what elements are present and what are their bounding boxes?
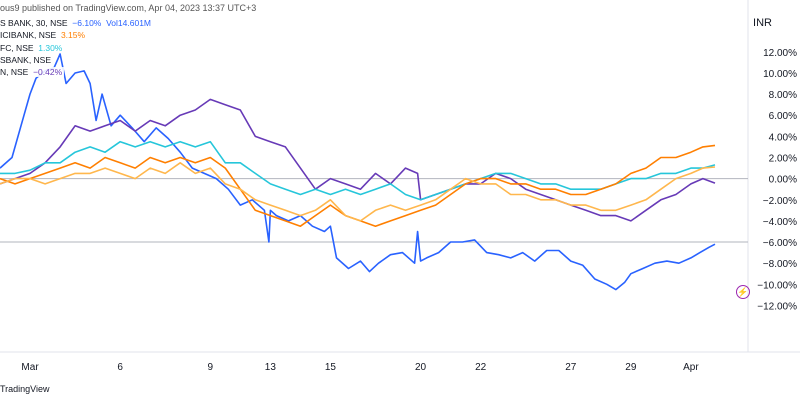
legend-item[interactable]: S BANK, 30, NSE −6.10% Vol14.601M — [0, 17, 154, 29]
x-tick-label: Apr — [683, 362, 699, 373]
series-line[interactable] — [0, 144, 716, 227]
y-tick-label: 0.00% — [769, 175, 797, 186]
y-tick-label: −6.00% — [763, 238, 797, 249]
y-tick-label: −2.00% — [763, 196, 797, 207]
y-tick-label: −10.00% — [757, 280, 797, 291]
x-tick-label: 29 — [625, 362, 637, 373]
y-tick-label: 8.00% — [769, 90, 797, 101]
legend-change: 3.15% — [60, 30, 86, 41]
publish-info: ous9 published on TradingView.com, Apr 0… — [0, 3, 257, 13]
series-line[interactable] — [0, 53, 716, 291]
currency-label: INR — [753, 17, 772, 29]
legend-symbol: N, NSE — [0, 67, 29, 78]
y-tick-label: −12.00% — [757, 301, 797, 312]
lightning-icon[interactable]: ⚡ — [736, 285, 750, 299]
series-line[interactable] — [0, 140, 716, 201]
legend-symbol: ICIBANK, NSE — [0, 30, 57, 41]
x-tick-label: 27 — [565, 362, 577, 373]
series-line[interactable] — [0, 98, 716, 222]
x-tick-label: 6 — [117, 362, 123, 373]
tradingview-logo: TradingView — [0, 384, 50, 394]
legend-symbol: S BANK, 30, NSE — [0, 18, 68, 28]
legend: S BANK, 30, NSE −6.10% Vol14.601M ICIBAN… — [0, 17, 154, 78]
series-line[interactable] — [0, 162, 716, 222]
x-tick-label: 13 — [265, 362, 277, 373]
legend-item[interactable]: ICIBANK, NSE 3.15% — [0, 29, 153, 41]
legend-symbol: FC, NSE — [0, 42, 34, 53]
legend-change: 1.30% — [38, 42, 63, 53]
y-tick-label: 6.00% — [769, 111, 797, 122]
y-tick-label: 4.00% — [769, 132, 797, 143]
x-tick-label: Mar — [21, 362, 39, 373]
x-tick-label: 15 — [325, 362, 337, 373]
legend-item[interactable]: FC, NSE 1.30% — [0, 42, 153, 54]
y-tick-label: −4.00% — [763, 217, 797, 228]
legend-symbol: SBANK, NSE — [0, 54, 52, 65]
x-tick-label: 20 — [415, 362, 427, 373]
y-tick-label: 10.00% — [763, 69, 797, 80]
legend-item[interactable]: SBANK, NSE — [0, 54, 153, 66]
y-tick-label: −8.00% — [763, 259, 797, 270]
y-tick-label: 12.00% — [763, 48, 797, 59]
legend-item[interactable]: N, NSE −0.42% — [0, 66, 153, 78]
legend-change: −0.42% — [33, 67, 63, 78]
y-tick-label: 2.00% — [769, 154, 797, 165]
legend-volume: Vol14.601M — [106, 18, 152, 28]
x-tick-label: 22 — [475, 362, 487, 373]
legend-change: −6.10% — [72, 18, 102, 28]
x-tick-label: 9 — [208, 362, 214, 373]
